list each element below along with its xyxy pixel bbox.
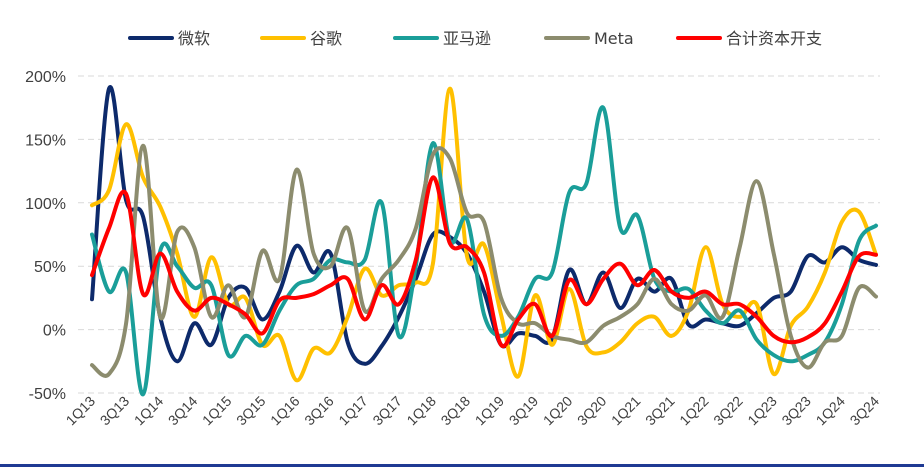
y-axis-ticks: -50% 0% 50% 100% 150% 200%: [25, 69, 66, 403]
x-tick-label: 1Q16: [267, 393, 303, 429]
legend-label-total-capex: 合计资本开支: [726, 29, 822, 48]
x-tick-label: 3Q24: [847, 393, 883, 429]
series-line-meta: [90, 143, 878, 378]
y-tick-label: 0%: [43, 323, 66, 340]
series-line-google: [90, 86, 878, 383]
x-tick-label: 1Q13: [63, 393, 99, 429]
x-tick-label: 3Q16: [301, 393, 337, 429]
x-tick-label: 1Q15: [199, 393, 235, 429]
legend-label-google: 谷歌: [310, 29, 342, 48]
y-tick-label: 100%: [25, 196, 66, 213]
x-tick-label: 3Q23: [778, 393, 814, 429]
legend-label-amazon: 亚马逊: [443, 29, 491, 48]
x-tick-label: 3Q13: [97, 393, 133, 429]
x-tick-label: 1Q20: [540, 393, 576, 429]
x-tick-label: 3Q18: [438, 393, 474, 429]
y-tick-label: -50%: [29, 386, 66, 403]
y-tick-label: 150%: [25, 132, 66, 149]
x-tick-label: 3Q17: [369, 393, 405, 429]
x-tick-label: 3Q20: [574, 393, 610, 429]
x-tick-label: 1Q22: [676, 393, 712, 429]
x-tick-label: 3Q15: [233, 393, 269, 429]
chart-bottom-border: [0, 464, 924, 467]
x-tick-label: 3Q22: [710, 393, 746, 429]
series-lines: [90, 84, 878, 397]
legend-label-microsoft: 微软: [178, 29, 210, 48]
y-tick-label: 50%: [34, 259, 66, 276]
legend-label-meta: Meta: [594, 29, 634, 48]
y-tick-label: 200%: [25, 69, 66, 86]
x-tick-label: 3Q21: [642, 393, 678, 429]
x-tick-label: 1Q17: [335, 393, 371, 429]
x-tick-label: 3Q14: [165, 393, 201, 429]
x-tick-label: 1Q14: [131, 393, 167, 429]
x-tick-label: 1Q24: [813, 393, 849, 429]
series-line-amazon: [90, 105, 878, 397]
series-line-total-capex: [90, 175, 878, 349]
x-tick-label: 1Q21: [608, 393, 644, 429]
x-tick-label: 1Q23: [744, 393, 780, 429]
legend: 微软 谷歌 亚马逊 Meta 合计资本开支: [128, 29, 822, 48]
x-tick-label: 1Q19: [472, 393, 508, 429]
gridlines: [78, 75, 880, 394]
x-tick-label: 3Q19: [506, 393, 542, 429]
x-tick-label: 1Q18: [403, 393, 439, 429]
x-axis-ticks: 1Q133Q131Q143Q141Q153Q151Q163Q161Q173Q17…: [63, 393, 883, 429]
